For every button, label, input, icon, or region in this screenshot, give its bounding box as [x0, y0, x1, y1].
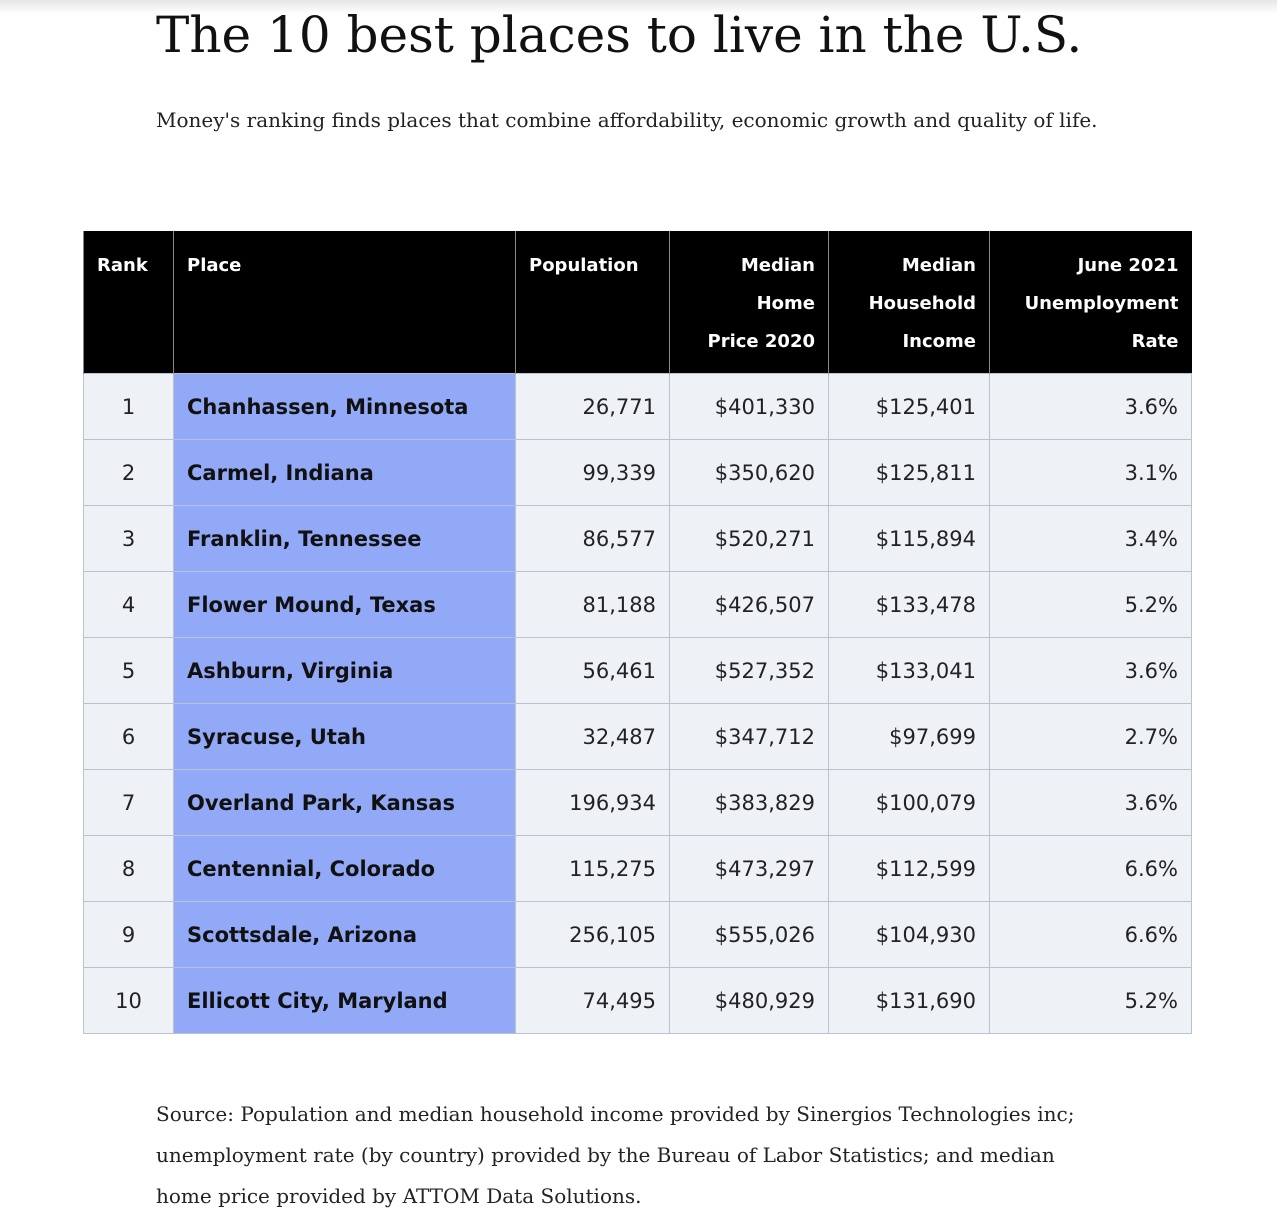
header-line: Median	[901, 255, 976, 276]
data-cell: 10	[83, 967, 174, 1034]
data-cell: 26,771	[515, 373, 670, 440]
data-cell: $104,930	[828, 901, 990, 968]
data-cell: 6.6%	[989, 901, 1192, 968]
data-cell: 2	[83, 439, 174, 506]
data-cell: 3	[83, 505, 174, 572]
place-cell: Franklin, Tennessee	[173, 505, 516, 572]
table-row: 3 Franklin, Tennessee 86,577 $520,271 $115,8…	[83, 505, 1192, 572]
data-cell: $100,079	[828, 769, 990, 836]
top-shadow	[0, 0, 1277, 14]
data-cell: $520,271	[669, 505, 829, 572]
place-cell: Ashburn, Virginia	[173, 637, 516, 704]
data-cell: $383,829	[669, 769, 829, 836]
header-line: Income	[902, 331, 976, 352]
data-cell: $555,026	[669, 901, 829, 968]
data-cell: 115,275	[515, 835, 670, 902]
data-cell: 32,487	[515, 703, 670, 770]
place-cell: Carmel, Indiana	[173, 439, 516, 506]
data-cell: 5.2%	[989, 571, 1192, 638]
data-cell: 7	[83, 769, 174, 836]
table-row: 7 Overland Park, Kansas 196,934 $383,829 $10…	[83, 769, 1192, 836]
place-cell: Syracuse, Utah	[173, 703, 516, 770]
place-cell: Overland Park, Kansas	[173, 769, 516, 836]
data-cell: 3.6%	[989, 769, 1192, 836]
data-cell: 86,577	[515, 505, 670, 572]
table-row: 8 Centennial, Colorado 115,275 $473,297 $112…	[83, 835, 1192, 902]
data-cell: $133,478	[828, 571, 990, 638]
place-cell: Chanhassen, Minnesota	[173, 373, 516, 440]
data-cell: $97,699	[828, 703, 990, 770]
data-cell: 6	[83, 703, 174, 770]
header-line: Rank	[97, 255, 148, 276]
data-cell: 196,934	[515, 769, 670, 836]
data-cell: 3.6%	[989, 637, 1192, 704]
column-header: Median Home Price 2020	[669, 231, 829, 374]
ranking-table: Rank Place Population Median Home Price 2020 M…	[83, 231, 1192, 1034]
data-cell: 8	[83, 835, 174, 902]
data-cell: 74,495	[515, 967, 670, 1034]
table-body: 1 Chanhassen, Minnesota 26,771 $401,330 $125…	[83, 373, 1192, 1034]
table-row: 4 Flower Mound, Texas 81,188 $426,507 $133,4…	[83, 571, 1192, 638]
data-cell: 256,105	[515, 901, 670, 968]
table-row: 1 Chanhassen, Minnesota 26,771 $401,330 $125…	[83, 373, 1192, 440]
header-line: Place	[187, 255, 242, 276]
column-header: Median Household Income	[828, 231, 990, 374]
data-cell: 3.1%	[989, 439, 1192, 506]
data-cell: $347,712	[669, 703, 829, 770]
source-note: Source: Population and median household …	[156, 1102, 1075, 1208]
data-cell: 9	[83, 901, 174, 968]
table-row: 2 Carmel, Indiana 99,339 $350,620 $125,811 3.…	[83, 439, 1192, 506]
header-line: Population	[529, 255, 639, 276]
header-row: Rank Place Population Median Home Price 2020 M…	[83, 231, 1192, 374]
data-cell: 99,339	[515, 439, 670, 506]
column-header: June 2021 Unemployment Rate	[989, 231, 1192, 374]
data-cell: 1	[83, 373, 174, 440]
data-cell: 5	[83, 637, 174, 704]
data-cell: $112,599	[828, 835, 990, 902]
data-cell: 3.6%	[989, 373, 1192, 440]
table-row: 10 Ellicott City, Maryland 74,495 $480,929 $…	[83, 967, 1192, 1034]
data-cell: 81,188	[515, 571, 670, 638]
header-line: June 2021	[1077, 255, 1179, 276]
data-cell: 4	[83, 571, 174, 638]
place-cell: Centennial, Colorado	[173, 835, 516, 902]
header-line: Median	[740, 255, 815, 276]
place-cell: Scottsdale, Arizona	[173, 901, 516, 968]
data-cell: $480,929	[669, 967, 829, 1034]
data-cell: 3.4%	[989, 505, 1192, 572]
table-row: 6 Syracuse, Utah 32,487 $347,712 $97,699 2.7%	[83, 703, 1192, 770]
table-row: 9 Scottsdale, Arizona 256,105 $555,026 $104,…	[83, 901, 1192, 968]
subtitle: Money's ranking finds places that combin…	[156, 108, 1098, 132]
data-cell: $401,330	[669, 373, 829, 440]
data-cell: 2.7%	[989, 703, 1192, 770]
place-cell: Ellicott City, Maryland	[173, 967, 516, 1034]
column-header: Population	[515, 231, 670, 374]
data-cell: $131,690	[828, 967, 990, 1034]
data-cell: $133,041	[828, 637, 990, 704]
header-line: Rate	[1131, 331, 1179, 352]
header-line: Unemployment	[1024, 293, 1179, 314]
data-cell: 5.2%	[989, 967, 1192, 1034]
title: The 10 best places to live in the U.S.	[156, 6, 1083, 64]
table-row: 5 Ashburn, Virginia 56,461 $527,352 $133,041…	[83, 637, 1192, 704]
data-cell: $426,507	[669, 571, 829, 638]
data-cell: 56,461	[515, 637, 670, 704]
data-cell: $473,297	[669, 835, 829, 902]
column-header: Place	[173, 231, 516, 374]
data-cell: $125,811	[828, 439, 990, 506]
header-line: Price 2020	[707, 331, 815, 352]
header-line: Household	[868, 293, 976, 314]
column-header: Rank	[83, 231, 174, 374]
data-cell: 6.6%	[989, 835, 1192, 902]
data-cell: $527,352	[669, 637, 829, 704]
data-cell: $115,894	[828, 505, 990, 572]
data-cell: $350,620	[669, 439, 829, 506]
data-cell: $125,401	[828, 373, 990, 440]
header-line: Home	[756, 293, 815, 314]
place-cell: Flower Mound, Texas	[173, 571, 516, 638]
